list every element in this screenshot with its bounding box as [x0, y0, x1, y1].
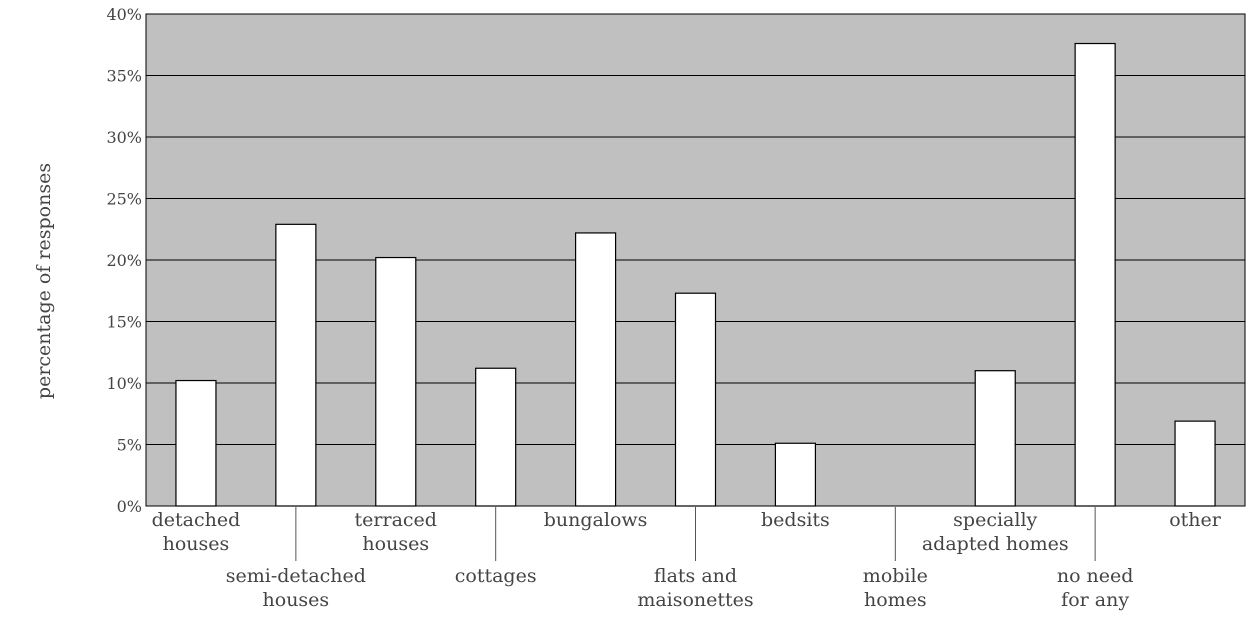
- x-category-label: other: [1169, 509, 1222, 531]
- x-axis-labels: detached houses semi-detached houses terrace…: [152, 507, 1222, 611]
- y-tick-label: 0%: [117, 497, 142, 516]
- x-category-label: terraced houses: [355, 509, 437, 555]
- y-tick-label: 10%: [106, 374, 142, 393]
- y-tick-label: 30%: [106, 128, 142, 147]
- bar: [574, 232, 617, 507]
- x-category-label: flats and maisonettes: [637, 565, 753, 611]
- bar: [175, 379, 217, 507]
- x-category-label: cottages: [455, 565, 537, 587]
- bar: [774, 442, 817, 507]
- bar: [974, 370, 1016, 507]
- bar: [475, 367, 517, 507]
- bar: [1074, 42, 1116, 507]
- bar: [275, 223, 317, 507]
- y-axis-title: percentage of responses: [33, 163, 55, 399]
- x-category-label: no need for any: [1057, 565, 1134, 611]
- y-axis-ticks: 0% 5% 10% 15% 20% 25% 30% 35% 40%: [106, 5, 142, 516]
- x-category-label: specially adapted homes: [922, 509, 1069, 555]
- x-category-label: semi-detached houses: [226, 565, 366, 611]
- y-tick-label: 20%: [106, 251, 142, 270]
- y-tick-label: 25%: [106, 190, 142, 209]
- bar: [375, 256, 417, 507]
- x-category-label: bedsits: [761, 509, 830, 531]
- y-tick-label: 15%: [106, 313, 142, 332]
- y-tick-label: 35%: [106, 67, 142, 86]
- bars: [175, 42, 1216, 507]
- x-category-label: bungalows: [544, 509, 648, 531]
- bar: [1174, 420, 1216, 507]
- x-category-label: mobile homes: [863, 565, 928, 611]
- bar: [674, 292, 717, 507]
- y-tick-label: 5%: [117, 436, 142, 455]
- x-category-label: detached houses: [152, 509, 241, 555]
- y-tick-label: 40%: [106, 5, 142, 24]
